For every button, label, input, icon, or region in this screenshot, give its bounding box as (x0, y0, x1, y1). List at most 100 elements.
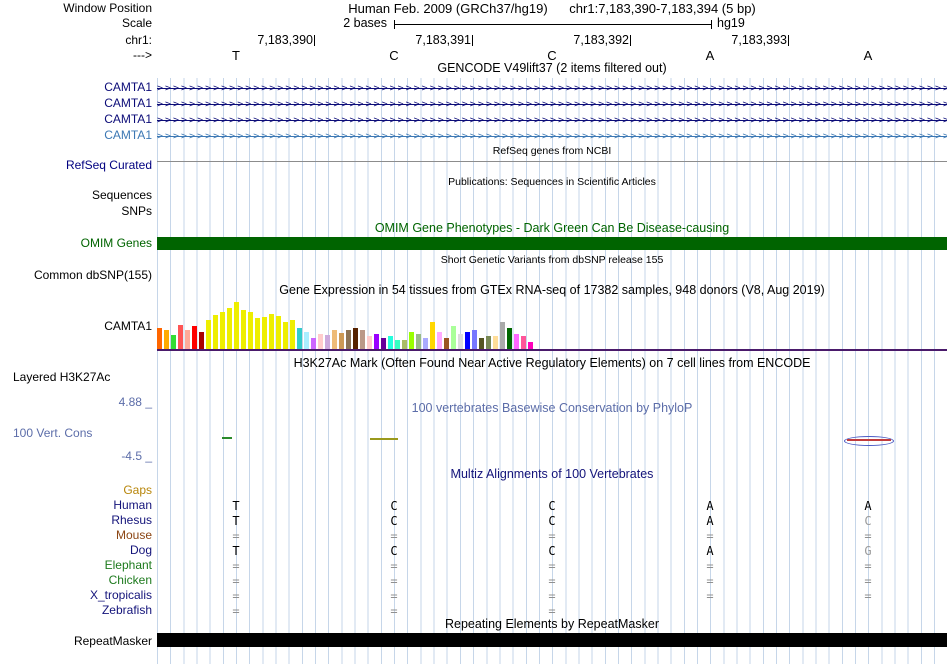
gencode-transcript-line[interactable]: >>>>>>>>>>>>>>>>>>>>>>>>>>>>>>>>>>>>>>>>… (157, 113, 947, 129)
multiz-species-label[interactable]: Chicken (0, 574, 152, 587)
h3k27ac-track-label[interactable]: Layered H3K27Ac (0, 371, 165, 384)
multiz-species-label[interactable]: Human (0, 499, 152, 512)
refseq-track-label[interactable]: RefSeq Curated (0, 159, 152, 172)
refseq-track-title: RefSeq genes from NCBI (157, 145, 947, 158)
scale-bar (394, 20, 712, 29)
gtex-tissue-bar[interactable] (521, 336, 526, 350)
gencode-transcript-line[interactable]: >>>>>>>>>>>>>>>>>>>>>>>>>>>>>>>>>>>>>>>>… (157, 81, 947, 97)
phylop-conservation-mark-ellipse[interactable] (844, 436, 894, 446)
gtex-tissue-bar[interactable] (507, 328, 512, 350)
gtex-tissue-bar[interactable] (346, 330, 351, 350)
gtex-tissue-bar[interactable] (234, 302, 239, 350)
gtex-tissue-bar[interactable] (297, 328, 302, 350)
gtex-tissue-bar[interactable] (500, 322, 505, 350)
phylop-conservation-mark-green[interactable] (222, 437, 232, 439)
multiz-alignment-cell: = (789, 529, 947, 543)
gtex-tissue-bar[interactable] (458, 334, 463, 350)
phylop-min-label: -4.5 _ (0, 450, 152, 463)
gtex-tissue-bar[interactable] (276, 316, 281, 350)
multiz-species-label[interactable]: Rhesus (0, 514, 152, 527)
gtex-tissue-bar[interactable] (248, 312, 253, 350)
phylop-track-label[interactable]: 100 Vert. Cons (0, 427, 165, 440)
repeatmasker-track-label[interactable]: RepeatMasker (0, 635, 152, 648)
h3k27ac-track-title: H3K27Ac Mark (Often Found Near Active Re… (157, 357, 947, 370)
gtex-tissue-bar[interactable] (206, 320, 211, 350)
gencode-transcript-line[interactable]: >>>>>>>>>>>>>>>>>>>>>>>>>>>>>>>>>>>>>>>>… (157, 97, 947, 113)
gtex-tissue-bar[interactable] (199, 332, 204, 350)
gtex-tissue-bar[interactable] (332, 330, 337, 350)
gtex-tissue-bar[interactable] (472, 330, 477, 350)
multiz-alignment-cell: = (631, 574, 789, 588)
coordinate-ruler[interactable]: 7,183,3907,183,3917,183,3927,183,393 (157, 34, 947, 47)
gtex-tissue-bar[interactable] (220, 312, 225, 350)
gtex-track-title: Gene Expression in 54 tissues from GTEx … (157, 284, 947, 297)
gtex-tissue-bar[interactable] (360, 330, 365, 350)
gencode-transcript-label[interactable]: CAMTA1 (0, 113, 152, 126)
gtex-tissue-bar[interactable] (185, 330, 190, 350)
dbsnp-track-label[interactable]: Common dbSNP(155) (0, 269, 152, 282)
gtex-tissue-bar[interactable] (157, 328, 162, 350)
multiz-alignment-cell: = (315, 574, 473, 588)
multiz-alignment-cell: C (315, 544, 473, 558)
gtex-tissue-bar[interactable] (339, 333, 344, 350)
multiz-alignment-cell: = (473, 529, 631, 543)
gtex-tissue-bar[interactable] (213, 315, 218, 350)
multiz-alignment-cell: G (789, 544, 947, 558)
gtex-tissue-bar[interactable] (416, 334, 421, 350)
gtex-tissue-bar[interactable] (367, 336, 372, 350)
gtex-baseline (157, 349, 947, 351)
gtex-tissue-bar[interactable] (318, 334, 323, 350)
gtex-tissue-bar[interactable] (164, 330, 169, 350)
gtex-tissue-bar[interactable] (255, 318, 260, 350)
phylop-conservation-mark-olive[interactable] (370, 438, 398, 440)
omim-gene-bar[interactable] (157, 237, 947, 250)
gtex-tissue-bar[interactable] (486, 336, 491, 350)
gtex-tissue-bar[interactable] (325, 335, 330, 350)
multiz-species-label[interactable]: Zebrafish (0, 604, 152, 617)
ruler-tick-mark (788, 35, 789, 46)
gtex-tissue-bar[interactable] (241, 310, 246, 350)
repeatmasker-dense-bar[interactable] (157, 633, 947, 647)
gtex-tissue-bar[interactable] (269, 314, 274, 350)
multiz-species-label[interactable]: X_tropicalis (0, 589, 152, 602)
publications-snps-label[interactable]: SNPs (0, 205, 152, 218)
multiz-species-label[interactable]: Elephant (0, 559, 152, 572)
gtex-tissue-bar[interactable] (409, 332, 414, 350)
multiz-species-label[interactable]: Mouse (0, 529, 152, 542)
gtex-tissue-bar[interactable] (374, 334, 379, 350)
gtex-tissue-bar[interactable] (178, 325, 183, 350)
gtex-gene-label[interactable]: CAMTA1 (0, 320, 152, 333)
publications-sequences-label[interactable]: Sequences (0, 189, 152, 202)
gtex-tissue-bar[interactable] (465, 332, 470, 350)
gtex-tissue-bar[interactable] (192, 326, 197, 350)
gencode-transcript-label[interactable]: CAMTA1 (0, 129, 152, 142)
gtex-tissue-bar[interactable] (290, 320, 295, 350)
omim-track-label[interactable]: OMIM Genes (0, 237, 152, 250)
gtex-tissue-bar[interactable] (451, 326, 456, 350)
gencode-transcript-label[interactable]: CAMTA1 (0, 81, 152, 94)
repeatmasker-track-title: Repeating Elements by RepeatMasker (157, 618, 947, 631)
gtex-tissue-bar[interactable] (227, 308, 232, 350)
gtex-tissue-bar[interactable] (353, 328, 358, 350)
dbsnp-track-title: Short Genetic Variants from dbSNP releas… (157, 254, 947, 267)
multiz-alignment-cell: = (315, 559, 473, 573)
gencode-transcript-line[interactable]: >>>>>>>>>>>>>>>>>>>>>>>>>>>>>>>>>>>>>>>>… (157, 129, 947, 145)
window-position-title: Human Feb. 2009 (GRCh37/hg19) chr1:7,183… (157, 2, 947, 15)
sequence-base: T (157, 49, 315, 62)
gtex-tissue-bar[interactable] (171, 335, 176, 350)
multiz-species-label[interactable]: Gaps (0, 484, 152, 497)
gtex-tissue-bar[interactable] (437, 332, 442, 350)
gtex-tissue-bar[interactable] (514, 334, 519, 350)
multiz-alignment-cell: T (157, 544, 315, 558)
multiz-species-label[interactable]: Dog (0, 544, 152, 557)
gtex-tissue-bar[interactable] (283, 322, 288, 350)
gtex-tissue-bar[interactable] (430, 322, 435, 350)
window-position-label: Window Position (0, 2, 152, 15)
refseq-dense-item[interactable] (157, 161, 947, 162)
gtex-tissue-bar[interactable] (304, 332, 309, 350)
gencode-transcript-label[interactable]: CAMTA1 (0, 97, 152, 110)
gtex-tissue-bar[interactable] (262, 317, 267, 350)
multiz-alignment-cell: = (789, 559, 947, 573)
gtex-tissue-bar[interactable] (388, 336, 393, 350)
gtex-tissue-bar[interactable] (493, 336, 498, 350)
